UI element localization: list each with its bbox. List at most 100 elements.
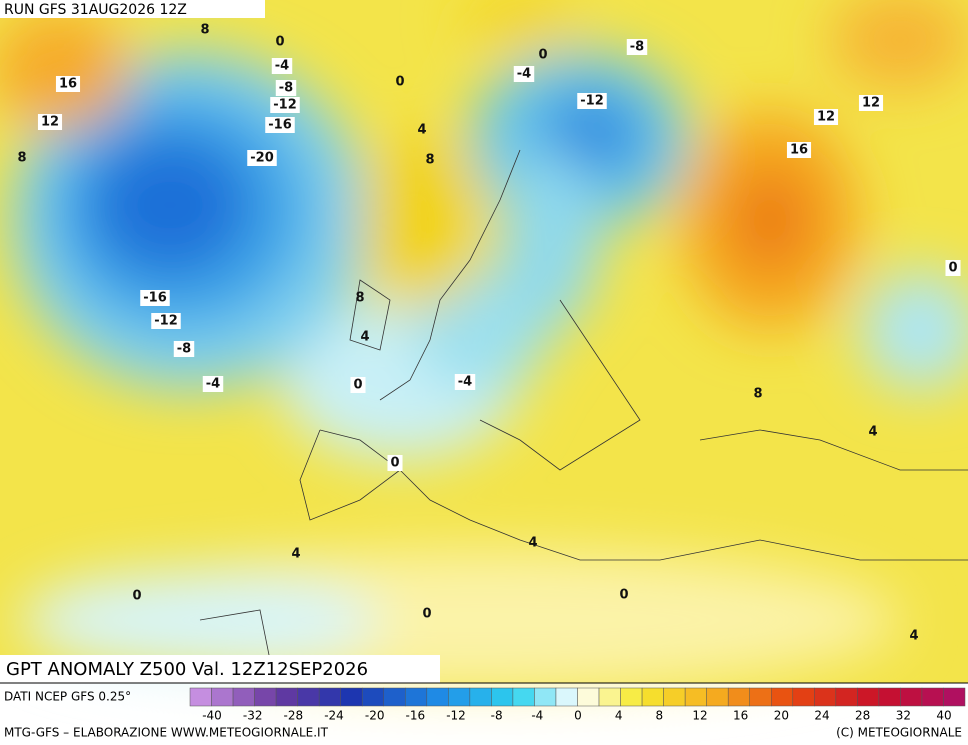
label-box xyxy=(858,95,884,111)
colorbar-cell xyxy=(771,687,794,707)
colorbar-label: -20 xyxy=(365,709,385,723)
contour-label: -4 xyxy=(517,67,531,82)
label-box xyxy=(55,76,81,92)
colorbar-label: 8 xyxy=(656,709,664,723)
colorbar-cell xyxy=(792,687,815,707)
colorbar-cell xyxy=(555,687,578,707)
contour-labels: 8 0 -4 -8 -12 -16 -20 16 12 8 0 4 8 0 -4 -8 -12 12 12 16 0 -1… xyxy=(17,23,961,644)
contour-label: 12 xyxy=(862,96,880,111)
label-box xyxy=(140,290,170,306)
colorbar-cell xyxy=(921,687,944,707)
header-box xyxy=(0,0,265,18)
colorbar-cell xyxy=(878,687,901,707)
contour-label: 8 xyxy=(355,291,364,306)
colorbar-label: 24 xyxy=(814,709,829,723)
colorbar-label: -4 xyxy=(531,709,543,723)
contour-label: 16 xyxy=(790,143,808,158)
contour-label: -4 xyxy=(275,59,289,74)
contour-label: 0 xyxy=(353,378,362,393)
footer-left: MTG-GFS – ELABORAZIONE WWW.METEOGIORNALE… xyxy=(4,726,329,740)
contour-label: 0 xyxy=(275,35,284,50)
colorbar-cell xyxy=(706,687,729,707)
colorbar-label: -8 xyxy=(491,709,503,723)
contour-label: 0 xyxy=(422,607,431,622)
data-source: DATI NCEP GFS 0.25° xyxy=(4,690,131,704)
colorbar-cell xyxy=(232,687,255,707)
label-box xyxy=(37,114,63,130)
map-field xyxy=(0,0,968,690)
label-box xyxy=(513,66,535,82)
contour-label: -8 xyxy=(177,342,191,357)
contour-label: 8 xyxy=(17,151,26,166)
contour-label: 4 xyxy=(868,425,877,440)
colorbar-cell xyxy=(749,687,772,707)
label-box xyxy=(270,97,300,113)
contour-label: 0 xyxy=(390,456,399,471)
label-box xyxy=(247,150,277,166)
colorbar-label: -16 xyxy=(406,709,426,723)
colorbar-label: 12 xyxy=(692,709,707,723)
colorbar-cell xyxy=(491,687,514,707)
contour-label: -4 xyxy=(458,375,472,390)
colorbar-label: -12 xyxy=(446,709,466,723)
contour-label: -4 xyxy=(206,377,220,392)
contour-label: 8 xyxy=(425,153,434,168)
colorbar-label: 40 xyxy=(936,709,951,723)
colorbar-cell xyxy=(835,687,858,707)
colorbar-cell xyxy=(512,687,535,707)
contour-label: 0 xyxy=(538,48,547,63)
label-box xyxy=(350,377,366,393)
contour-label: -16 xyxy=(143,291,167,306)
contour-label: -12 xyxy=(580,94,604,109)
colorbar-cell xyxy=(684,687,707,707)
contour-label: -20 xyxy=(250,151,274,166)
label-box xyxy=(813,109,839,125)
contour-label: 0 xyxy=(395,75,404,90)
colorbar-cell xyxy=(383,687,406,707)
colorbar-cell xyxy=(189,687,212,707)
colorbar-cell xyxy=(943,687,966,707)
label-box xyxy=(151,313,181,329)
colorbar-label: 28 xyxy=(855,709,870,723)
colorbar-cell xyxy=(620,687,643,707)
colorbar-label: 20 xyxy=(774,709,789,723)
label-box xyxy=(265,117,295,133)
contour-label: 8 xyxy=(753,387,762,402)
colorbar xyxy=(189,687,966,707)
label-box xyxy=(577,93,607,109)
contour-label: -16 xyxy=(268,118,292,133)
label-box xyxy=(626,39,648,55)
colorbar-label: 16 xyxy=(733,709,748,723)
colorbar-cell xyxy=(857,687,880,707)
colorbar-cell xyxy=(577,687,600,707)
colorbar-cell xyxy=(405,687,428,707)
colorbar-label: -28 xyxy=(284,709,304,723)
contour-label: 0 xyxy=(132,589,141,604)
label-box xyxy=(454,374,476,390)
contour-label: 4 xyxy=(528,536,537,551)
title-box xyxy=(0,655,440,683)
colorbar-label: 32 xyxy=(896,709,911,723)
contour-label: -8 xyxy=(630,40,644,55)
colorbar-cell xyxy=(900,687,923,707)
label-box xyxy=(786,142,812,158)
colorbar-cell xyxy=(254,687,277,707)
contour-label: -8 xyxy=(279,81,293,96)
contour-label: 4 xyxy=(360,330,369,345)
label-box xyxy=(173,341,195,357)
colorbar-cell xyxy=(448,687,471,707)
contour-label: 4 xyxy=(291,547,300,562)
contour-label: 0 xyxy=(948,261,957,276)
colorbar-cell xyxy=(641,687,664,707)
colorbar-cell xyxy=(534,687,557,707)
colorbar-cell xyxy=(318,687,341,707)
run-info: RUN GFS 31AUG2026 12Z xyxy=(4,2,187,18)
contour-label: 8 xyxy=(200,23,209,38)
colorbar-cell xyxy=(211,687,234,707)
map-title: GPT ANOMALY Z500 Val. 12Z12SEP2026 xyxy=(6,659,368,680)
contour-label: 12 xyxy=(41,115,59,130)
label-box xyxy=(387,455,403,471)
colorbar-cell xyxy=(275,687,298,707)
colorbar-cell xyxy=(469,687,492,707)
